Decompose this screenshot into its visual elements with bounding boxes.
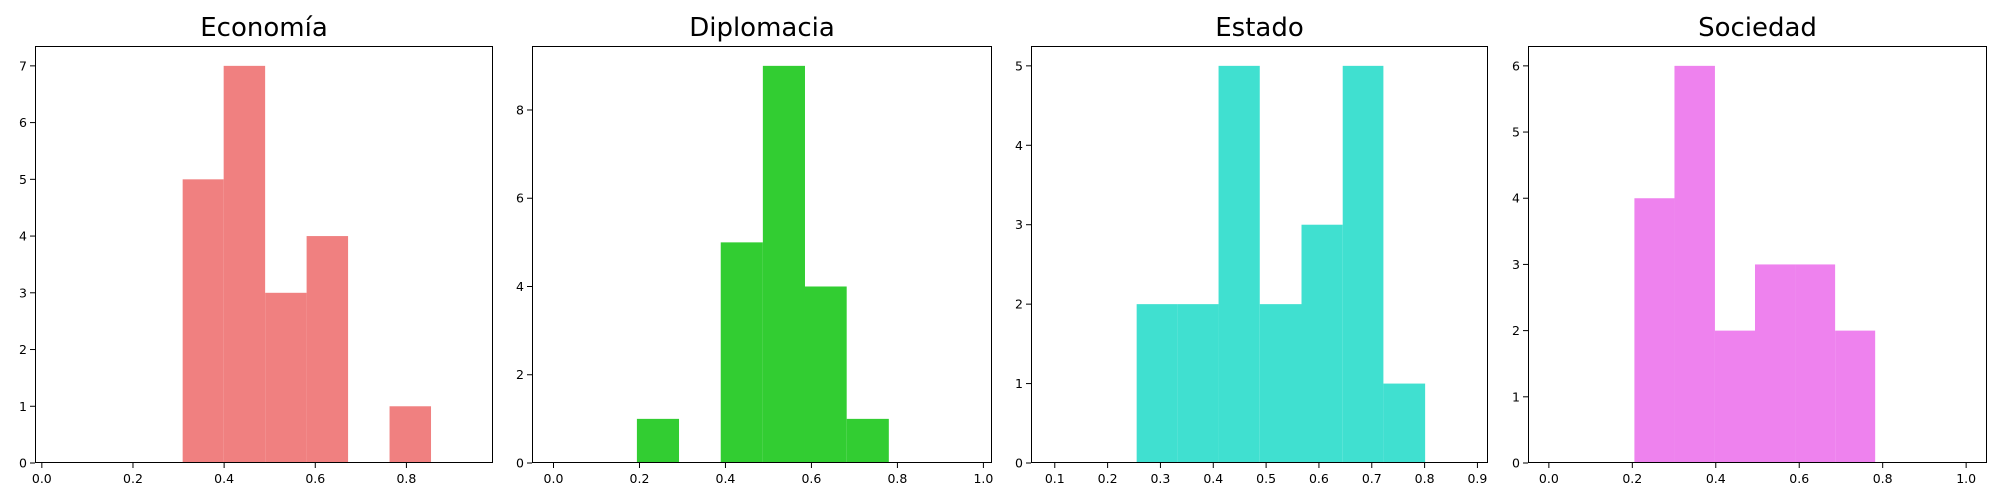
axes-frame	[1528, 46, 1987, 463]
y-tick-label: 6	[1512, 58, 1520, 73]
subplot-title: Diplomacia	[689, 13, 835, 43]
y-tick-label: 7	[19, 58, 27, 73]
x-tick-label: 0.6	[1789, 471, 1809, 486]
x-tick-label: 0.0	[544, 471, 564, 486]
subplot-title: Estado	[1215, 13, 1304, 43]
histogram-bar	[223, 65, 266, 463]
y-tick-label: 1	[1512, 389, 1520, 404]
x-tick-label: 0.4	[214, 471, 234, 486]
subplot-economia: Economía 0.0 0.2 0.4 0.6 0.8 0 1 2 3 4 5 6 7	[19, 13, 493, 486]
y-tick-label: 1	[19, 399, 27, 414]
y-tick-label: 8	[516, 102, 524, 117]
histogram-bar	[804, 286, 847, 463]
x-tick-label: 0.0	[32, 471, 52, 486]
y-tick-label: 2	[19, 342, 27, 357]
y-tick-label: 0	[19, 456, 27, 471]
y-tick-label: 4	[516, 279, 524, 294]
y-tick-label: 2	[516, 367, 524, 382]
histogram-bar	[1714, 330, 1755, 463]
y-tick-label: 0	[1015, 456, 1023, 471]
y-tick-label: 4	[1015, 138, 1023, 153]
axes-frame	[35, 46, 493, 463]
subplot-diplomacia: Diplomacia 0.0 0.2 0.4 0.6 0.8 1.0 0 2 4 6 8	[516, 13, 993, 486]
x-tick-label: 0.8	[1415, 471, 1435, 486]
y-tick-label: 5	[1015, 58, 1023, 73]
histogram-bar	[1218, 65, 1260, 463]
y-tick-label: 3	[19, 285, 27, 300]
x-tick-label: 0.6	[305, 471, 325, 486]
x-tick-label: 1.0	[973, 471, 993, 486]
histogram-bar	[846, 418, 889, 463]
histogram-bar	[265, 292, 307, 463]
histogram-bar	[1795, 264, 1836, 463]
x-tick-label: 0.2	[1098, 471, 1118, 486]
histogram-bar	[1835, 330, 1876, 463]
y-tick-label: 1	[1015, 376, 1023, 391]
histogram-bar	[306, 236, 349, 463]
x-tick-label: 0.8	[887, 471, 907, 486]
subplot-title: Sociedad	[1698, 13, 1817, 43]
y-tick-label: 3	[1512, 257, 1520, 272]
x-tick-label: 0.2	[1622, 471, 1642, 486]
x-tick-label: 0.2	[123, 471, 143, 486]
histogram-bar	[1383, 383, 1426, 463]
histogram-bar	[1259, 304, 1302, 463]
x-tick-label: 0.4	[1706, 471, 1726, 486]
x-tick-label: 0.5	[1256, 471, 1276, 486]
histogram-bar	[1301, 224, 1343, 463]
y-tick-label: 6	[19, 115, 27, 130]
histogram-bar	[720, 242, 763, 463]
x-tick-label: 0.9	[1467, 471, 1487, 486]
histogram-bar	[182, 179, 224, 463]
y-tick-label: 5	[19, 172, 27, 187]
y-tick-label: 0	[516, 456, 524, 471]
x-tick-label: 0.3	[1150, 471, 1170, 486]
x-tick-label: 0.8	[1873, 471, 1893, 486]
x-tick-label: 0.4	[1203, 471, 1223, 486]
x-tick-label: 0.8	[396, 471, 416, 486]
y-tick-label: 2	[1015, 297, 1023, 312]
y-tick-label: 4	[1512, 191, 1520, 206]
histogram-bar	[762, 65, 805, 463]
x-tick-label: 1.0	[1956, 471, 1976, 486]
histogram-bar	[1136, 304, 1178, 463]
x-tick-label: 0.6	[801, 471, 821, 486]
histogram-bar	[1634, 198, 1675, 463]
y-tick-label: 6	[516, 191, 524, 206]
histogram-bar	[389, 406, 432, 463]
histogram-bar	[636, 418, 680, 463]
x-tick-label: 0.6	[1309, 471, 1329, 486]
subplot-sociedad: Sociedad 0.0 0.2 0.4 0.6 0.8 1.0 0 1 2 3 4 5 6	[1512, 13, 1987, 486]
histogram-bar	[1177, 304, 1219, 463]
y-tick-label: 3	[1015, 217, 1023, 232]
histogram-bar	[1754, 264, 1796, 463]
axes-frame	[532, 46, 992, 463]
x-tick-label: 0.4	[716, 471, 736, 486]
x-tick-label: 0.7	[1362, 471, 1382, 486]
subplot-estado: Estado 0.1 0.2 0.3 0.4 0.5 0.6 0.7 0.8 0.9 0 1 2 3 4 5	[1015, 13, 1488, 486]
axes-frame	[1031, 46, 1488, 463]
x-tick-label: 0.1	[1045, 471, 1065, 486]
histogram-bar	[1674, 65, 1715, 463]
y-tick-label: 2	[1512, 323, 1520, 338]
y-tick-label: 5	[1512, 125, 1520, 140]
x-tick-label: 0.2	[630, 471, 650, 486]
subplot-title: Economía	[200, 13, 328, 43]
x-tick-label: 0.0	[1539, 471, 1559, 486]
y-tick-label: 0	[1512, 456, 1520, 471]
histogram-bar	[1342, 65, 1384, 463]
y-tick-label: 4	[19, 229, 27, 244]
